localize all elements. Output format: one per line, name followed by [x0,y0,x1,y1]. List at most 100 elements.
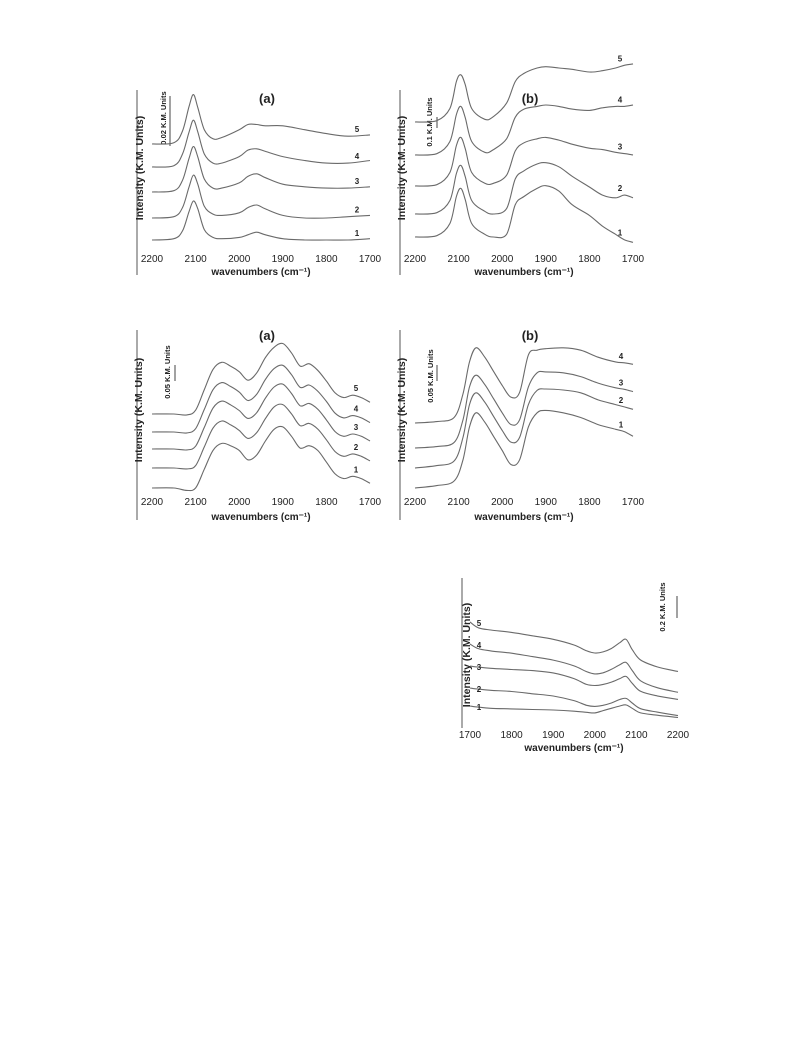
series-line-4 [151,119,371,168]
x-axis-label: wavenumbers (cm⁻¹) [210,512,310,523]
y-axis-label: Intensity (K.M. Units) [396,358,408,462]
x-tick-label: 1800 [578,497,601,508]
series-line-1 [414,185,634,243]
x-tick-label: 2200 [667,730,690,741]
series-line-1 [151,425,371,492]
x-tick-label: 2000 [228,254,251,265]
x-tick-label: 1700 [359,497,382,508]
series-label: 2 [355,206,360,215]
x-tick-label: 2200 [404,254,427,265]
series-line-1 [469,704,679,719]
series-label: 3 [619,378,624,387]
x-tick-label: 2000 [491,254,514,265]
x-tick-label: 2100 [625,730,648,741]
x-tick-label: 1700 [622,254,645,265]
chart-panel-5: Intensity (K.M. Units) 0.2 K.M. Units 1700… [459,578,690,754]
series-line-4 [414,347,634,424]
panel-title: (b) [522,91,539,106]
scale-bar-label: 0.05 K.M. Units [426,349,435,402]
series-label: 2 [477,685,482,694]
series-label: 3 [618,143,623,152]
series-line-2 [414,388,634,469]
x-tick-label: 2200 [141,254,164,265]
x-tick-label: 1800 [578,254,601,265]
panel-title: (a) [259,91,275,106]
series-line-2 [151,403,371,470]
x-tick-label: 2000 [491,497,514,508]
series-label: 4 [354,405,359,414]
panel-title: (a) [259,328,275,343]
chart-panel-4: (b) Intensity (K.M. Units) 0.05 K.M. Units… [396,328,645,523]
x-tick-label: 1900 [542,730,565,741]
x-tick-label: 2000 [228,497,251,508]
x-axis-label: wavenumbers (cm⁻¹) [523,743,623,754]
panel-title: (b) [522,328,539,343]
scale-bar-label: 0.02 K.M. Units [159,91,168,144]
x-tick-label: 1900 [535,497,558,508]
series-line-3 [151,383,371,451]
scale-bar-label: 0.05 K.M. Units [163,345,172,398]
series-line-3 [414,136,634,187]
series-label: 1 [477,703,482,712]
series-line-5 [151,342,371,416]
series-label: 1 [355,229,360,238]
series-label: 4 [355,152,360,161]
series-line-1 [151,200,371,241]
x-tick-label: 1800 [315,254,338,265]
series-line-2 [151,174,371,219]
x-axis-label: wavenumbers (cm⁻¹) [473,267,573,278]
x-tick-label: 1700 [622,497,645,508]
series-label: 3 [354,423,359,432]
series-line-3 [469,665,679,700]
y-axis-label: Intensity (K.M. Units) [133,358,145,462]
series-line-3 [414,370,634,449]
scale-bar-label: 0.2 K.M. Units [658,582,667,631]
series-label: 1 [354,465,359,474]
series-label: 4 [619,352,624,361]
x-tick-label: 1900 [272,254,295,265]
series-line-2 [469,687,679,717]
x-tick-label: 2100 [184,254,207,265]
series-line-4 [469,643,679,693]
series-line-1 [414,409,634,489]
x-tick-label: 2100 [184,497,207,508]
series-label: 5 [355,125,360,134]
series-label: 3 [355,177,360,186]
y-axis-label: Intensity (K.M. Units) [134,116,146,220]
series-line-3 [151,145,371,193]
chart-panel-2: (b)Intensity (K.M. Units) 0.1 K.M. Units2… [396,54,645,278]
x-tick-label: 2000 [584,730,607,741]
series-line-5 [414,63,634,123]
x-tick-label: 1700 [359,254,382,265]
chart-panel-1: (a) Intensity (K.M. Units) 0.02 K.M. Units… [134,90,382,278]
series-label: 1 [619,421,624,430]
x-tick-label: 2200 [404,497,427,508]
series-label: 4 [618,95,623,104]
series-label: 1 [618,229,623,238]
y-axis-label: Intensity (K.M. Units) [461,603,473,707]
series-label: 2 [619,396,624,405]
series-line-4 [151,364,371,434]
chart-panel-3: (a) Intensity (K.M. Units) 0.05 K.M. Units… [133,328,382,523]
series-label: 5 [477,619,482,628]
x-axis-label: wavenumbers (cm⁻¹) [473,512,573,523]
x-tick-label: 2100 [447,254,470,265]
x-tick-label: 1800 [315,497,338,508]
series-label: 5 [618,54,623,63]
series-label: 2 [354,443,359,452]
series-line-5 [469,621,679,673]
series-label: 3 [477,663,482,672]
series-line-2 [414,162,634,215]
series-label: 4 [477,641,482,650]
x-axis-label: wavenumbers (cm⁻¹) [210,267,310,278]
x-tick-label: 1800 [500,730,523,741]
x-tick-label: 1900 [535,254,558,265]
x-tick-label: 2100 [447,497,470,508]
y-axis-label: Intensity (K.M. Units) [396,116,408,220]
x-tick-label: 1700 [459,730,482,741]
series-line-4 [414,104,634,156]
series-label: 2 [618,184,623,193]
x-tick-label: 1900 [272,497,295,508]
series-line-5 [151,94,371,145]
